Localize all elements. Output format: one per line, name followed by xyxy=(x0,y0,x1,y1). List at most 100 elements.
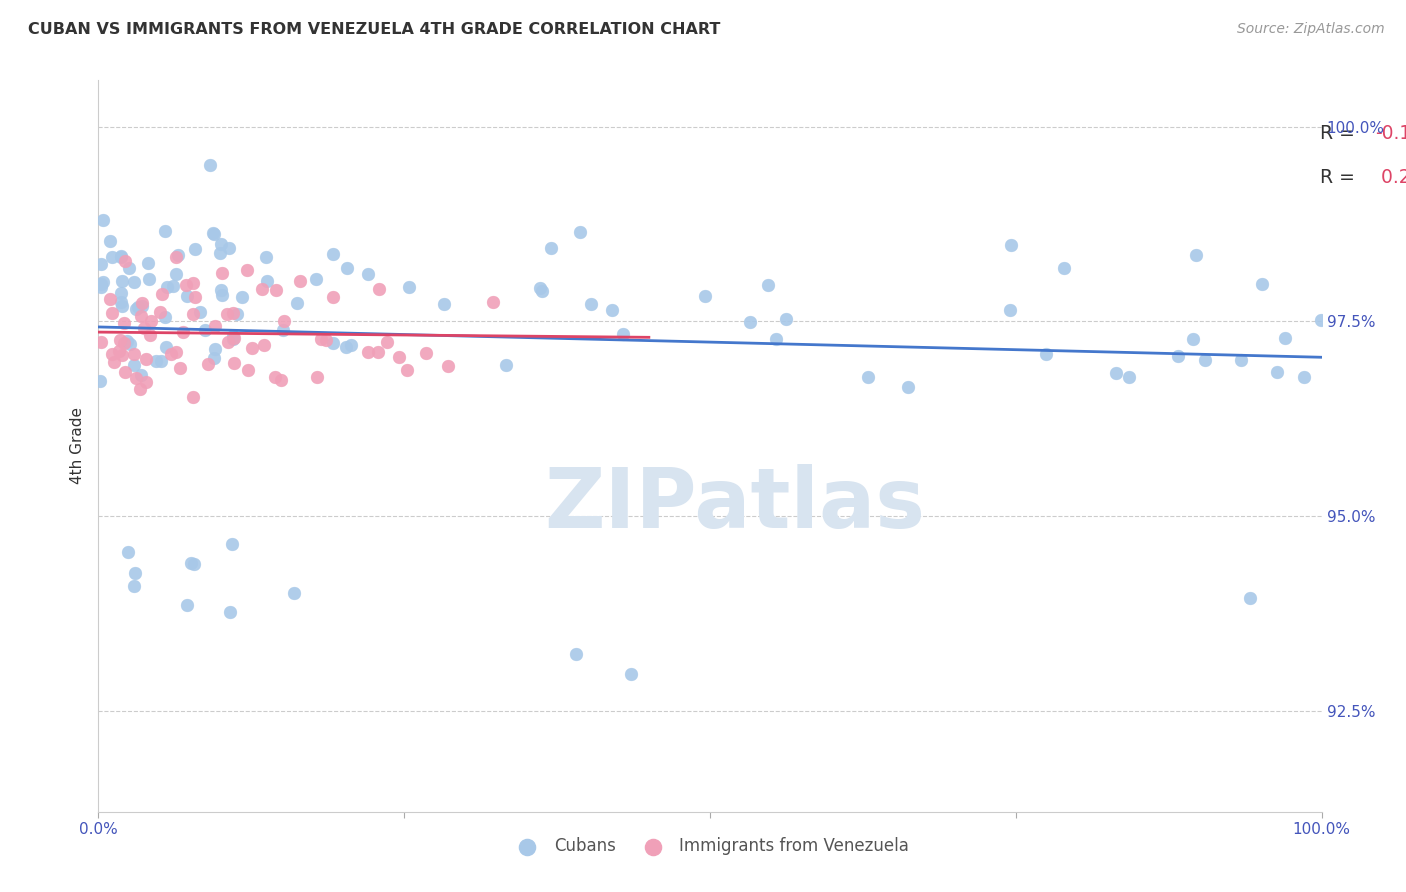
Point xyxy=(236,263,259,277)
Point xyxy=(149,305,172,319)
Point xyxy=(273,314,295,328)
Point xyxy=(565,648,588,662)
Point xyxy=(252,282,274,296)
Point xyxy=(165,345,187,359)
Point xyxy=(897,379,920,393)
Point xyxy=(131,309,153,323)
Point xyxy=(221,328,243,343)
Point xyxy=(211,288,233,302)
Point xyxy=(111,274,134,288)
Point xyxy=(775,312,797,326)
Point xyxy=(110,333,132,347)
Point xyxy=(856,370,879,384)
Point xyxy=(1194,352,1216,367)
Point xyxy=(495,358,517,372)
Point xyxy=(270,373,292,387)
Point xyxy=(131,296,153,310)
Point xyxy=(89,375,111,389)
Point xyxy=(159,347,181,361)
Point xyxy=(264,370,287,384)
Point xyxy=(135,352,157,367)
Point xyxy=(181,390,204,404)
Point xyxy=(357,267,380,281)
Point xyxy=(756,278,779,293)
Point xyxy=(252,338,274,352)
Point xyxy=(114,254,136,268)
Point xyxy=(155,224,177,238)
Point xyxy=(202,226,225,240)
Point xyxy=(529,281,551,295)
Point xyxy=(127,300,149,314)
Point xyxy=(181,307,204,321)
Text: ZIPatlas: ZIPatlas xyxy=(544,464,925,545)
Point xyxy=(90,257,112,271)
Point xyxy=(1230,352,1253,367)
Point xyxy=(367,345,389,359)
Point xyxy=(132,321,155,335)
Point xyxy=(184,290,207,304)
Point xyxy=(122,579,145,593)
Point xyxy=(1118,369,1140,384)
Point xyxy=(129,368,152,383)
Point xyxy=(165,267,187,281)
Point xyxy=(1105,367,1128,381)
Y-axis label: 4th Grade: 4th Grade xyxy=(70,408,86,484)
Point xyxy=(340,338,363,352)
Point xyxy=(180,556,202,570)
Point xyxy=(226,307,249,321)
Point xyxy=(138,271,160,285)
Point xyxy=(183,557,205,571)
Point xyxy=(183,242,205,256)
Point xyxy=(110,286,132,301)
Point xyxy=(204,318,226,333)
Point xyxy=(1265,365,1288,379)
Point xyxy=(176,289,198,303)
Point xyxy=(377,334,399,349)
Point xyxy=(695,289,717,303)
Point xyxy=(139,327,162,342)
Text: -0.120: -0.120 xyxy=(1375,124,1406,144)
Point xyxy=(135,375,157,389)
Point xyxy=(91,213,114,227)
Point xyxy=(211,267,233,281)
Point xyxy=(336,261,359,276)
Point xyxy=(437,359,460,373)
Point xyxy=(1167,350,1189,364)
Point xyxy=(112,316,135,330)
Point xyxy=(307,370,329,384)
Point xyxy=(202,227,225,242)
Point xyxy=(90,277,112,291)
Point xyxy=(238,363,260,377)
Point xyxy=(162,279,184,293)
Point xyxy=(600,302,623,317)
Point xyxy=(222,356,245,370)
Point xyxy=(208,246,231,260)
Point xyxy=(183,276,205,290)
Point xyxy=(740,315,762,329)
Point xyxy=(110,294,132,309)
Text: 0.297: 0.297 xyxy=(1375,169,1406,187)
Point xyxy=(271,323,294,337)
Point xyxy=(367,282,389,296)
Point xyxy=(1309,313,1331,327)
Point xyxy=(1250,277,1272,292)
Legend: Cubans, Immigrants from Venezuela: Cubans, Immigrants from Venezuela xyxy=(505,830,915,862)
Text: R =: R = xyxy=(1320,124,1361,144)
Point xyxy=(1052,260,1074,275)
Point xyxy=(1239,591,1261,606)
Point xyxy=(131,299,153,313)
Point xyxy=(100,250,122,264)
Point xyxy=(90,335,112,350)
Point xyxy=(481,295,503,310)
Point xyxy=(619,667,641,681)
Text: CUBAN VS IMMIGRANTS FROM VENEZUELA 4TH GRADE CORRELATION CHART: CUBAN VS IMMIGRANTS FROM VENEZUELA 4TH G… xyxy=(28,22,720,37)
Point xyxy=(101,347,124,361)
Point xyxy=(176,598,198,612)
Point xyxy=(1035,347,1057,361)
Point xyxy=(110,348,132,362)
Point xyxy=(122,275,145,289)
Point xyxy=(145,354,167,368)
Point xyxy=(322,290,344,304)
Point xyxy=(155,340,177,354)
Point xyxy=(315,333,337,347)
